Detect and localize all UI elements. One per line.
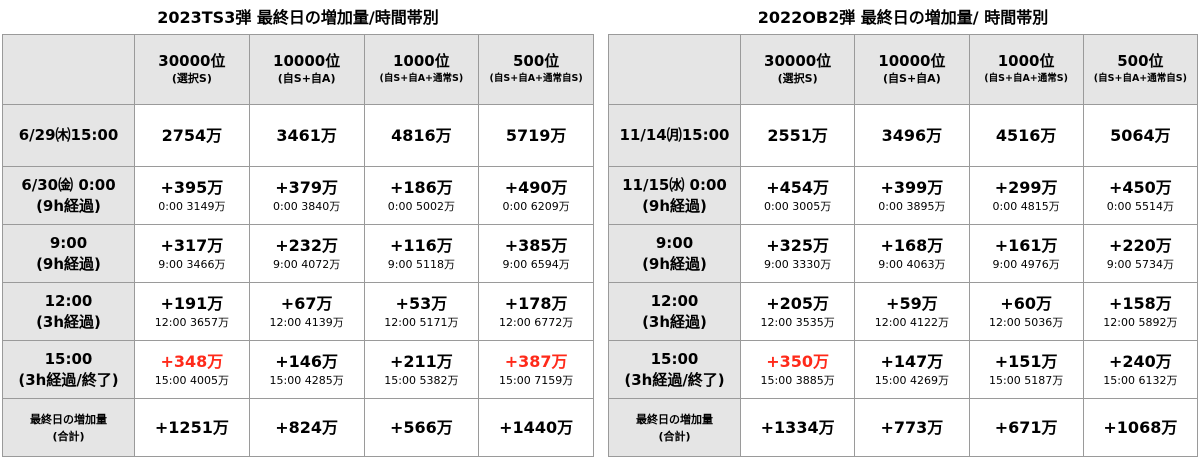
table-cell: +824万 [248,398,365,457]
row-label: 最終日の増加量 (合計) [2,398,135,457]
table-cell: +566万 [363,398,480,457]
table-row-start: 6/29㈭15:00 2754万 3461万 4816万 5719万 [2,104,594,167]
row-label: 12:00 (3h経過) [2,282,135,341]
table-cell: 3461万 [248,104,365,167]
table-cell: +1334万 [739,398,856,457]
table-cell: +158万 12:00 5892万 [1082,282,1199,341]
table-cell: 5719万 [478,104,594,167]
panel-title: 2022OB2弾 最終日の増加量/ 時間帯別 [757,8,1049,27]
col-header-500: 500位 (自S+自A+通常自S) [1082,34,1199,105]
table-cell: +220万 9:00 5734万 [1082,224,1199,283]
data-table: 30000位 (選択S) 10000位 (自S+自A) 1000位 (自S+自A+通常… [608,34,1199,457]
table-cell: 3496万 [854,104,970,167]
row-label: 12:00 (3h経過) [608,282,741,341]
table-row: 9:00 (9h経過) +325万 9:00 3330万 +168万 9:00 406… [608,224,1199,283]
table-cell: +490万 0:00 6209万 [478,166,594,225]
table-row: 12:00 (3h経過) +191万 12:00 3657万 +67万 12:00 4… [2,282,594,341]
header-row: 30000位 (選択S) 10000位 (自S+自A) 1000位 (自S+自A+通常… [2,34,594,105]
table-cell: +773万 [854,398,970,457]
table-cell: +147万 15:00 4269万 [854,340,970,399]
table-cell: +53万 12:00 5171万 [363,282,480,341]
table-cell: +317万 9:00 3466万 [134,224,250,283]
table-row: 15:00 (3h経過/終了) +348万 15:00 4005万 +146万 15:… [2,340,594,399]
row-label: 9:00 (9h経過) [608,224,741,283]
table-cell: +211万 15:00 5382万 [363,340,480,399]
row-label: 6/29㈭15:00 [2,104,135,167]
table-cell: +450万 0:00 5514万 [1082,166,1199,225]
row-label: 11/15㈬ 0:00 (9h経過) [608,166,741,225]
table-cell: 5064万 [1082,104,1199,167]
table-cell: 4816万 [363,104,480,167]
table-cell: +60万 12:00 5036万 [968,282,1084,341]
table-cell: +168万 9:00 4063万 [854,224,970,283]
table-row-total: 最終日の増加量 (合計) +1334万 +773万 +671万 +1068万 [608,398,1199,457]
col-header-30000: 30000位 (選択S) [134,34,250,105]
col-header-30000: 30000位 (選択S) [739,34,856,105]
row-label: 最終日の増加量 (合計) [608,398,741,457]
row-label: 15:00 (3h経過/終了) [2,340,135,399]
row-label: 9:00 (9h経過) [2,224,135,283]
panel-2022ob2: 2022OB2弾 最終日の増加量/ 時間帯別 30000位 (選択S) 10000… [608,0,1199,457]
corner-cell [2,34,135,105]
table-row-total: 最終日の増加量 (合計) +1251万 +824万 +566万 +1440万 [2,398,594,457]
table-row: 11/15㈬ 0:00 (9h経過) +454万 0:00 3005万 +399万 0… [608,166,1199,225]
table-cell: +178万 12:00 6772万 [478,282,594,341]
table-cell: +299万 0:00 4815万 [968,166,1084,225]
table-cell: +1068万 [1082,398,1199,457]
header-row: 30000位 (選択S) 10000位 (自S+自A) 1000位 (自S+自A+通常… [608,34,1199,105]
table-row: 12:00 (3h経過) +205万 12:00 3535万 +59万 12:00 4… [608,282,1199,341]
table-cell: +59万 12:00 4122万 [854,282,970,341]
col-header-500: 500位 (自S+自A+通常自S) [478,34,594,105]
table-cell: +1251万 [134,398,250,457]
table-cell: +146万 15:00 4285万 [248,340,365,399]
table-cell: +232万 9:00 4072万 [248,224,365,283]
table-cell: +116万 9:00 5118万 [363,224,480,283]
table-cell: +379万 0:00 3840万 [248,166,365,225]
table-row-start: 11/14㈪15:00 2551万 3496万 4516万 5064万 [608,104,1199,167]
table-cell: +151万 15:00 5187万 [968,340,1084,399]
table-cell: +205万 12:00 3535万 [739,282,856,341]
table-cell: +1440万 [478,398,594,457]
col-header-10000: 10000位 (自S+自A) [248,34,365,105]
table-cell: +454万 0:00 3005万 [739,166,856,225]
panel-2023ts3: 2023TS3弾 最終日の増加量/時間帯別 30000位 (選択S) 10000位… [2,0,594,457]
data-table: 30000位 (選択S) 10000位 (自S+自A) 1000位 (自S+自A+通常… [2,34,594,457]
table-cell: +186万 0:00 5002万 [363,166,480,225]
table-row: 9:00 (9h経過) +317万 9:00 3466万 +232万 9:00 407… [2,224,594,283]
col-header-10000: 10000位 (自S+自A) [854,34,970,105]
table-cell: +161万 9:00 4976万 [968,224,1084,283]
table-cell: +67万 12:00 4139万 [248,282,365,341]
table-cell: +348万 15:00 4005万 [134,340,250,399]
table-row: 6/30㈮ 0:00 (9h経過) +395万 0:00 3149万 +379万 0:… [2,166,594,225]
col-header-1000: 1000位 (自S+自A+通常S) [968,34,1084,105]
table-cell: +395万 0:00 3149万 [134,166,250,225]
table-cell: +387万 15:00 7159万 [478,340,594,399]
table-cell: +671万 [968,398,1084,457]
panel-title: 2023TS3弾 最終日の増加量/時間帯別 [157,8,439,27]
table-cell: +191万 12:00 3657万 [134,282,250,341]
table-cell: 2754万 [134,104,250,167]
table-cell: 2551万 [739,104,856,167]
corner-cell [608,34,741,105]
row-label: 11/14㈪15:00 [608,104,741,167]
table-cell: +325万 9:00 3330万 [739,224,856,283]
row-label: 15:00 (3h経過/終了) [608,340,741,399]
col-header-1000: 1000位 (自S+自A+通常S) [363,34,480,105]
table-cell: +385万 9:00 6594万 [478,224,594,283]
row-label: 6/30㈮ 0:00 (9h経過) [2,166,135,225]
table-row: 15:00 (3h経過/終了) +350万 15:00 3885万 +147万 15:… [608,340,1199,399]
table-cell: +399万 0:00 3895万 [854,166,970,225]
table-cell: 4516万 [968,104,1084,167]
table-cell: +240万 15:00 6132万 [1082,340,1199,399]
table-cell: +350万 15:00 3885万 [739,340,856,399]
